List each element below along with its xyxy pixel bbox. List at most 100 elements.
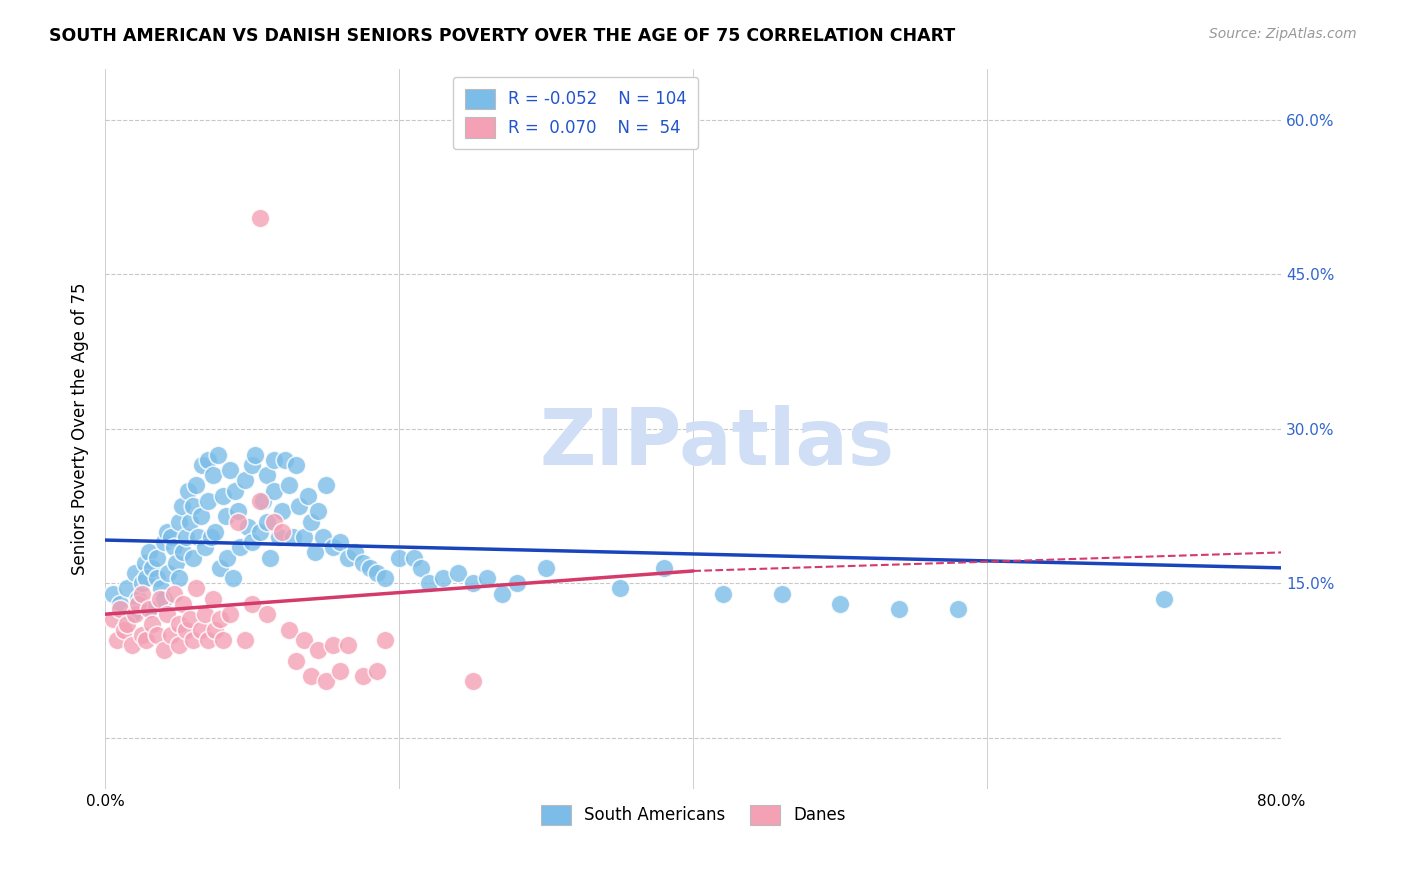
Point [204, 524, 226, 539]
Point [315, 478, 337, 492]
Point [141, 561, 163, 575]
Point [461, 674, 484, 689]
Point [229, 541, 252, 555]
Point [183, 499, 205, 513]
Point [299, 515, 322, 529]
Point [374, 571, 396, 585]
Point [240, 597, 263, 611]
Point [270, 524, 292, 539]
Point [344, 545, 367, 559]
Point [366, 664, 388, 678]
Point [283, 530, 305, 544]
Point [167, 571, 190, 585]
Point [292, 530, 315, 544]
Point [249, 211, 271, 225]
Point [207, 448, 229, 462]
Point [163, 541, 186, 555]
Point [153, 591, 176, 606]
Point [226, 515, 249, 529]
Point [186, 582, 208, 596]
Point [149, 591, 172, 606]
Point [224, 483, 246, 498]
Point [285, 653, 308, 667]
Point [108, 597, 131, 611]
Point [134, 556, 156, 570]
Point [208, 612, 231, 626]
Point [124, 607, 146, 622]
Point [179, 612, 201, 626]
Point [307, 643, 329, 657]
Point [179, 515, 201, 529]
Point [153, 535, 176, 549]
Point [150, 582, 173, 596]
Point [167, 515, 190, 529]
Point [240, 535, 263, 549]
Point [447, 566, 470, 580]
Point [145, 628, 167, 642]
Point [200, 530, 222, 544]
Point [101, 612, 124, 626]
Point [374, 632, 396, 647]
Point [312, 530, 335, 544]
Point [153, 643, 176, 657]
Point [292, 632, 315, 647]
Point [263, 483, 285, 498]
Point [201, 591, 224, 606]
Point [145, 550, 167, 565]
Point [299, 669, 322, 683]
Point [219, 463, 242, 477]
Legend: South Americans, Danes: South Americans, Danes [530, 795, 856, 835]
Point [609, 582, 631, 596]
Point [366, 566, 388, 580]
Text: ZIPatlas: ZIPatlas [540, 405, 894, 482]
Point [170, 499, 193, 513]
Point [190, 509, 212, 524]
Point [135, 571, 157, 585]
Point [217, 550, 239, 565]
Point [297, 489, 319, 503]
Text: Source: ZipAtlas.com: Source: ZipAtlas.com [1209, 27, 1357, 41]
Point [1153, 591, 1175, 606]
Point [124, 566, 146, 580]
Point [187, 530, 209, 544]
Point [183, 550, 205, 565]
Point [160, 530, 183, 544]
Point [256, 607, 278, 622]
Point [307, 504, 329, 518]
Point [141, 617, 163, 632]
Point [506, 576, 529, 591]
Point [536, 561, 558, 575]
Y-axis label: Seniors Poverty Over the Age of 75: Seniors Poverty Over the Age of 75 [72, 283, 89, 575]
Point [352, 556, 374, 570]
Point [191, 458, 214, 472]
Point [288, 499, 311, 513]
Point [172, 597, 194, 611]
Point [402, 550, 425, 565]
Point [197, 494, 219, 508]
Point [145, 571, 167, 585]
Point [165, 556, 187, 570]
Point [226, 504, 249, 518]
Point [167, 638, 190, 652]
Point [889, 602, 911, 616]
Point [352, 669, 374, 683]
Point [157, 566, 180, 580]
Point [233, 632, 256, 647]
Point [127, 591, 149, 606]
Point [215, 509, 238, 524]
Point [329, 535, 352, 549]
Point [259, 550, 281, 565]
Point [233, 474, 256, 488]
Point [121, 607, 143, 622]
Point [263, 452, 285, 467]
Point [219, 607, 242, 622]
Point [336, 550, 359, 565]
Point [256, 468, 278, 483]
Point [491, 586, 513, 600]
Point [270, 504, 292, 518]
Point [117, 617, 139, 632]
Point [101, 586, 124, 600]
Point [112, 623, 135, 637]
Point [252, 494, 274, 508]
Point [201, 468, 224, 483]
